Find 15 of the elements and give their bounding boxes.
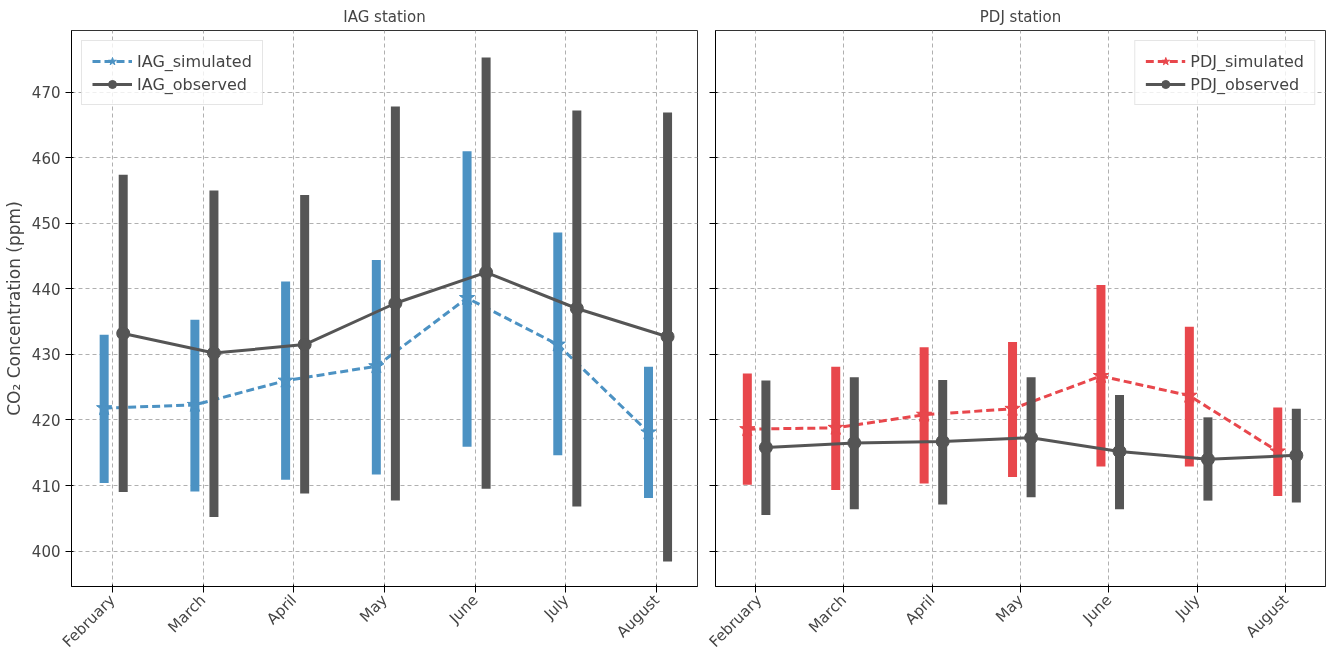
y-tick-label: 420 [31,411,61,430]
y-tick-label: 460 [31,149,61,168]
legend-label: PDJ_simulated [1190,51,1304,71]
y-tick-label: 410 [31,477,61,496]
y-tick-label: 450 [31,215,61,234]
legend-label: PDJ_observed [1190,74,1300,94]
chart-title: PDJ station [979,7,1062,26]
y-tick-label: 430 [31,346,61,365]
y-axis-title: CO₂ Concentration (ppm) [3,201,24,416]
y-tick-label: 400 [31,543,61,562]
legend-label: IAG_simulated [137,51,252,71]
y-tick-label: 470 [31,84,61,103]
chart-title: IAG station [343,7,426,26]
y-tick-label: 440 [31,280,61,299]
legend-label: IAG_observed [137,74,247,94]
